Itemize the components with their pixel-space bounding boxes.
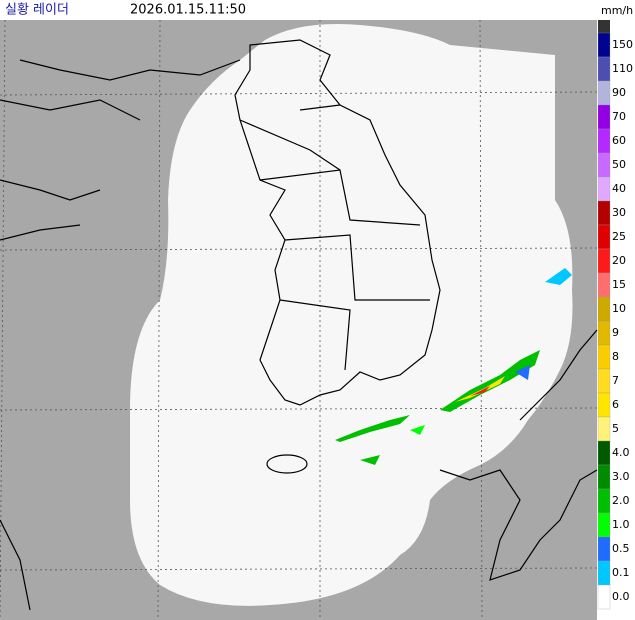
legend-label: 0.1: [612, 566, 630, 579]
legend-label: 9: [612, 326, 619, 339]
echo: [470, 386, 490, 396]
grid-line: [0, 19, 6, 620]
legend-label: 15: [612, 278, 626, 291]
echo: [335, 415, 410, 442]
legend-swatch: [597, 80, 611, 106]
grid-line: [157, 19, 161, 620]
echo: [410, 425, 425, 435]
legend-label: 90: [612, 86, 626, 99]
echo: [545, 268, 572, 285]
legend-top-swatch: [598, 20, 610, 33]
grid-lines: [0, 19, 598, 620]
legend-swatch: [597, 488, 611, 514]
legend-swatch: [597, 440, 611, 466]
legend-label: 5: [612, 422, 619, 435]
legend-swatch: [597, 368, 611, 394]
korea-coastline: [234, 39, 441, 406]
legend-swatch: [597, 104, 611, 130]
legend-swatch: [597, 176, 611, 202]
japan-coastline: [0, 329, 598, 611]
legend-label: 70: [612, 110, 626, 123]
legend-label: 0.5: [612, 542, 630, 555]
legend-swatch: [597, 512, 611, 538]
province-borders: [239, 104, 430, 371]
legend-swatch: [597, 536, 611, 562]
legend-swatch: [597, 200, 611, 226]
legend-label: 40: [612, 182, 626, 195]
legend-label: 6: [612, 398, 619, 411]
header-bar: [0, 0, 635, 20]
legend-swatch: [597, 32, 611, 58]
legend-swatch: [597, 128, 611, 154]
radar-coverage: [130, 24, 573, 606]
grid-line: [479, 19, 483, 620]
legend-swatch: [597, 392, 611, 418]
title: 실황 레이더: [5, 3, 69, 18]
echo: [515, 365, 530, 380]
precipitation-echoes: [335, 268, 572, 465]
legend-label: 150: [612, 38, 633, 51]
map: [0, 19, 598, 620]
legend-swatch: [597, 464, 611, 490]
legend-label: 30: [612, 206, 626, 219]
legend-swatch: [597, 152, 611, 178]
legend-label: 8: [612, 350, 619, 363]
timestamp: 2026.01.15.11:50: [130, 3, 246, 18]
legend-swatch: [597, 344, 611, 370]
legend-swatch: [597, 56, 611, 82]
legend-label: 110: [612, 62, 633, 75]
legend-swatch: [597, 224, 611, 250]
legend-label: 3.0: [612, 470, 630, 483]
jeju-island: [266, 454, 308, 474]
legend-swatch: [597, 416, 611, 442]
legend-label: 60: [612, 134, 626, 147]
legend-label: 0.0: [612, 590, 630, 603]
legend-label: 50: [612, 158, 626, 171]
legend-label: 7: [612, 374, 619, 387]
echo: [360, 455, 380, 465]
legend-label: 2.0: [612, 494, 630, 507]
legend-swatch: [597, 248, 611, 274]
legend: 150 110 90 70 60 50 40 30 25 20 15 10 9 8 7 6 5 4.0 3.0 2.0…: [597, 20, 633, 610]
legend-label: 1.0: [612, 518, 630, 531]
legend-label: 20: [612, 254, 626, 267]
legend-label: 25: [612, 230, 626, 243]
legend-swatch: [597, 272, 611, 298]
legend-swatch: [597, 560, 611, 586]
china-coastline: [0, 59, 241, 241]
legend-label: 4.0: [612, 446, 630, 459]
legend-label: 10: [612, 302, 626, 315]
echo: [440, 350, 540, 412]
legend-swatch: [597, 296, 611, 322]
legend-swatch: [597, 584, 611, 610]
unit: mm/h: [601, 4, 633, 17]
legend-swatch: [597, 320, 611, 346]
